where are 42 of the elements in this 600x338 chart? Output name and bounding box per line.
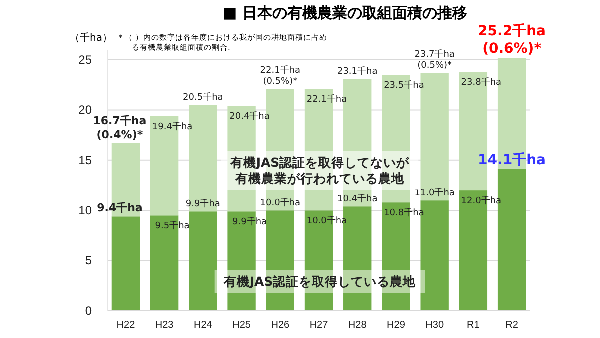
total-label: 19.4千ha [152, 121, 193, 132]
bar [112, 216, 140, 311]
y-tick-label: 10 [78, 203, 92, 218]
series-label: 有機JAS認証を取得している農地 [222, 274, 418, 289]
x-tick-label: H30 [426, 320, 444, 332]
data-label: 14.1千ha [478, 151, 546, 168]
x-tick-label: H28 [348, 320, 368, 332]
data-label: 9.5千ha [155, 220, 190, 232]
y-axis-title: （千ha） [70, 32, 112, 44]
y-tick-label: 15 [78, 153, 92, 168]
y-tick-label: 5 [85, 254, 92, 268]
y-tick-label: 25 [78, 52, 92, 67]
data-label: 10.0千ha [260, 198, 301, 209]
data-label: 10.4千ha [337, 194, 378, 205]
x-tick-label: H25 [232, 320, 252, 332]
x-tick-label: H26 [271, 320, 290, 332]
total-label: 25.2千ha (0.6%)* [478, 22, 546, 58]
x-tick-label: H23 [155, 320, 174, 332]
chart-title: ■ 日本の有機農業の取組面積の推移 [223, 4, 468, 22]
total-label: 20.5千ha [183, 92, 224, 104]
total-label: 23.8千ha [461, 77, 502, 88]
total-label: 23.7千ha (0.5%)* [414, 48, 455, 72]
total-label: 22.1千ha [306, 94, 348, 106]
x-tick-label: R1 [467, 320, 480, 332]
bar [150, 216, 179, 311]
x-tick-label: H24 [194, 320, 213, 332]
series-label: 有機JAS認証を取得してないが有機農業が行われている農地 [229, 155, 411, 186]
total-label: 22.1千ha (0.5%)* [260, 64, 301, 88]
x-tick-label: H29 [387, 320, 406, 332]
total-label: 23.1千ha [337, 66, 378, 78]
total-label: 20.4千ha [230, 111, 270, 122]
y-tick-label: 20 [78, 103, 92, 118]
data-label: 11.0千ha [414, 188, 455, 199]
total-label: 16.7千ha (0.4%)* [93, 114, 147, 142]
x-tick-label: H22 [116, 320, 136, 332]
x-tick-label: H27 [310, 320, 329, 332]
y-tick-label: 0 [85, 304, 92, 318]
x-tick-label: R2 [506, 320, 519, 332]
total-label: 23.5千ha [384, 80, 424, 92]
bar [189, 212, 218, 311]
data-label: 9.9千ha [186, 198, 220, 210]
data-label: 9.4千ha [97, 202, 143, 215]
